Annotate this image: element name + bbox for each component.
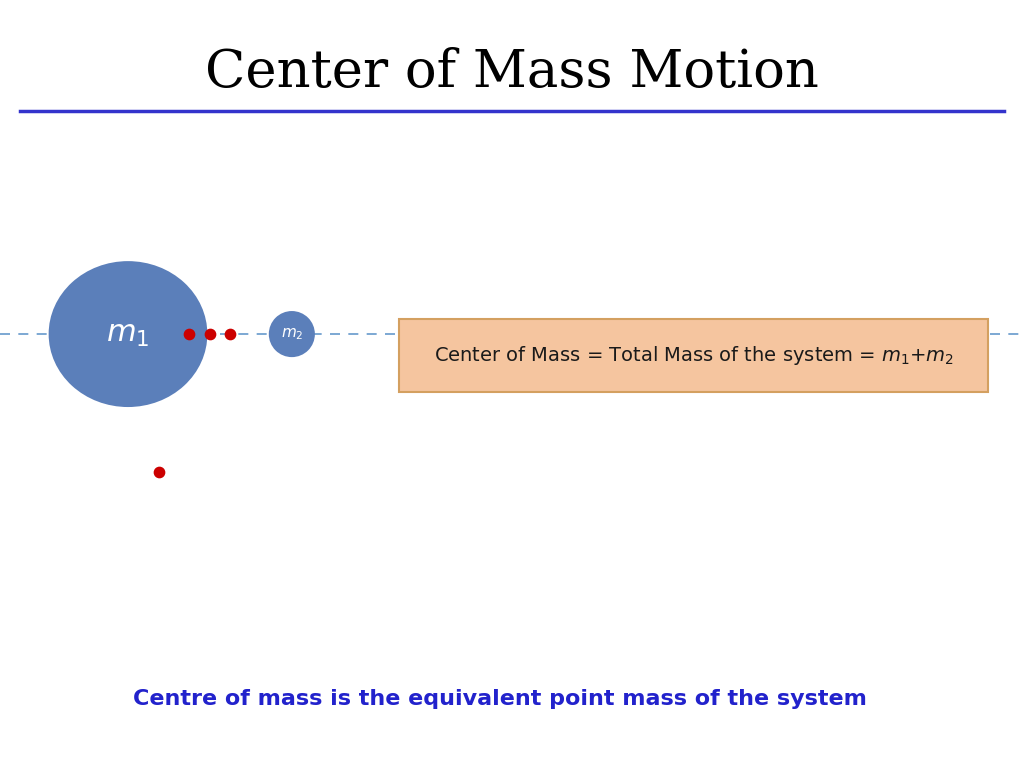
Text: $m_1$: $m_1$: [106, 319, 150, 349]
Text: Centre of mass is the equivalent point mass of the system: Centre of mass is the equivalent point m…: [133, 689, 867, 709]
Point: [151, 466, 167, 478]
Ellipse shape: [268, 311, 315, 357]
Ellipse shape: [48, 261, 207, 407]
Text: Center of Mass = Total Mass of the system = $\it{m}_1$+$\it{m}_2$: Center of Mass = Total Mass of the syste…: [433, 344, 954, 366]
FancyBboxPatch shape: [399, 319, 988, 392]
Point: [181, 328, 198, 340]
Text: $m_2$: $m_2$: [281, 326, 303, 342]
Point: [222, 328, 239, 340]
Point: [202, 328, 218, 340]
Text: Center of Mass Motion: Center of Mass Motion: [205, 48, 819, 98]
